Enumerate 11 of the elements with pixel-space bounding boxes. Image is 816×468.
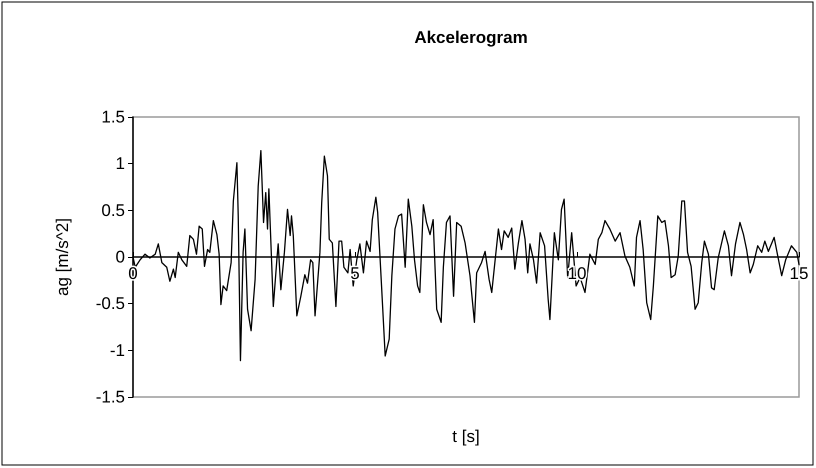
y-tick-label: 0.5 [101,200,125,220]
y-tick-label: -0.5 [96,294,125,314]
x-tick-label: 15 [790,264,808,283]
y-tick-label: -1.5 [96,388,125,406]
x-axis-title: t [s] [452,427,480,446]
chart-title: Akcelerogram [414,28,528,47]
y-tick-label: 1.5 [101,108,125,126]
y-axis-title: ag [m/s^2] [53,218,72,296]
y-tick-label: -1 [110,340,125,360]
y-tick-label: 0 [116,248,125,266]
y-tick-label: 1 [116,154,125,174]
